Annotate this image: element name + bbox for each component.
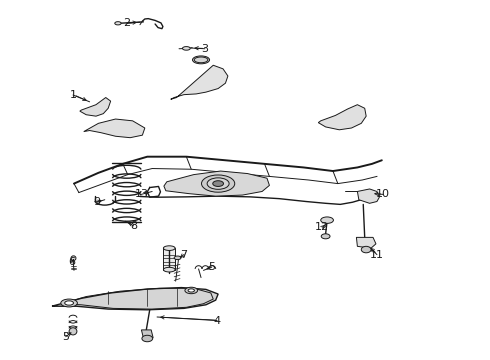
Text: 12: 12 [315, 222, 329, 232]
Ellipse shape [69, 328, 77, 335]
Text: 5: 5 [62, 332, 69, 342]
Ellipse shape [193, 56, 210, 64]
Ellipse shape [321, 217, 333, 224]
Text: 10: 10 [376, 189, 390, 199]
Polygon shape [164, 171, 270, 196]
Polygon shape [171, 65, 228, 99]
Polygon shape [80, 98, 111, 116]
Text: 4: 4 [214, 316, 220, 325]
Ellipse shape [163, 246, 175, 251]
Text: 6: 6 [68, 257, 75, 267]
Ellipse shape [201, 175, 235, 192]
Ellipse shape [142, 335, 153, 342]
Ellipse shape [185, 287, 197, 294]
Text: 2: 2 [123, 18, 130, 28]
Polygon shape [318, 105, 366, 130]
Ellipse shape [207, 178, 229, 189]
Ellipse shape [182, 46, 190, 50]
Ellipse shape [174, 256, 181, 260]
Text: 3: 3 [201, 44, 208, 54]
Ellipse shape [71, 256, 76, 261]
Ellipse shape [213, 181, 223, 186]
Ellipse shape [321, 234, 330, 239]
Text: 5: 5 [208, 262, 215, 272]
Text: 9: 9 [94, 197, 100, 207]
Polygon shape [163, 248, 175, 270]
Text: 8: 8 [130, 221, 137, 231]
Polygon shape [142, 330, 153, 338]
Text: 1: 1 [70, 90, 76, 100]
Text: 11: 11 [370, 249, 384, 260]
Ellipse shape [115, 22, 121, 25]
Polygon shape [356, 237, 376, 248]
Polygon shape [357, 189, 379, 203]
Ellipse shape [361, 246, 371, 253]
Text: 13: 13 [134, 189, 148, 199]
Text: 7: 7 [180, 249, 188, 260]
Ellipse shape [163, 267, 175, 272]
Polygon shape [52, 288, 218, 310]
Polygon shape [84, 119, 145, 138]
Ellipse shape [65, 301, 74, 305]
Ellipse shape [188, 289, 195, 292]
Ellipse shape [61, 299, 77, 307]
